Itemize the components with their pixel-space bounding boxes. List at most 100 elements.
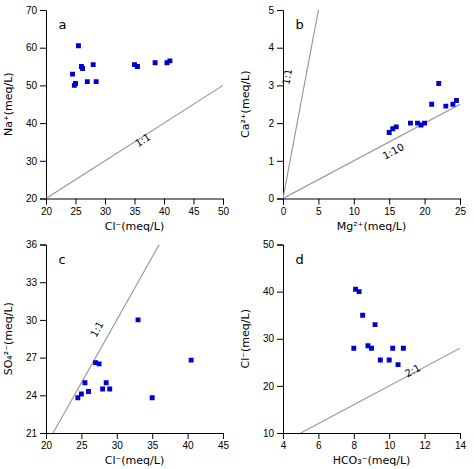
tick: 14 [455, 433, 467, 451]
tick: 15 [384, 199, 396, 217]
point [82, 380, 87, 385]
tick-mark [354, 433, 355, 439]
point [150, 395, 155, 400]
point [85, 79, 90, 84]
tick: 4 [281, 433, 287, 451]
tick-mark [460, 199, 461, 205]
x-axis: 0510152025 [281, 199, 467, 217]
point [100, 387, 105, 392]
tick-mark [277, 123, 283, 124]
tick-mark [277, 48, 283, 49]
tick: 20 [41, 199, 53, 217]
tick: 60 [26, 42, 46, 53]
x-axis-title: Cl⁻(meq/L) [105, 454, 164, 467]
tick-label: 10 [384, 440, 396, 451]
tick-label: 60 [26, 42, 38, 53]
tick-mark [277, 386, 283, 387]
tick-label: 70 [26, 5, 38, 16]
tick-mark [40, 245, 46, 246]
tick-label: 24 [26, 390, 38, 401]
point [387, 358, 392, 363]
tick-mark [425, 433, 426, 439]
axis-line [47, 434, 224, 440]
point [408, 121, 413, 126]
panel: 202530354045212427303336Cl⁻(meq/L)SO₄²⁻(… [2, 239, 229, 467]
tick-label: 35 [147, 440, 159, 451]
tick-label: 15 [384, 206, 396, 217]
tick-mark [318, 199, 319, 205]
point [369, 346, 374, 351]
tick-label: 1 [268, 156, 274, 167]
tick-mark [40, 10, 46, 11]
tick: 40 [183, 433, 195, 451]
tick-mark [354, 199, 355, 205]
x-axis-title: Cl⁻(meq/L) [105, 220, 164, 233]
tick-mark [188, 433, 189, 439]
tick: 10 [384, 433, 396, 451]
tick: 36 [26, 239, 46, 250]
tick: 20 [263, 381, 283, 392]
reference-line [53, 245, 159, 434]
tick: 33 [26, 277, 46, 288]
tick-label: 25 [455, 206, 467, 217]
tick: 5 [316, 199, 322, 217]
tick-label: 30 [26, 315, 38, 326]
point [394, 124, 399, 129]
tick-label: 0 [281, 206, 287, 217]
tick-label: 3 [268, 80, 274, 91]
point [70, 72, 75, 77]
panel: 0510152025012345Mg²⁺(meq/L)Ca²⁺(meq/L)1:… [239, 5, 466, 233]
point [79, 392, 84, 397]
tick-label: 6 [316, 440, 322, 451]
point [76, 43, 81, 48]
reference-line [46, 85, 223, 198]
panel: 4681012141020304050HCO₃⁻(meq/L)Cl⁻(meq/L… [239, 239, 466, 467]
tick: 30 [112, 433, 124, 451]
tick: 40 [26, 118, 46, 129]
y-axis-title: Ca²⁺(meq/L) [239, 70, 252, 138]
point [396, 362, 401, 367]
panel: 20253035404550203040506070Cl⁻(meq/L)Na⁺(… [2, 5, 229, 233]
tick-label: 25 [76, 440, 88, 451]
tick: 4 [268, 42, 283, 53]
tick: 25 [455, 199, 467, 217]
tick: 27 [26, 352, 46, 363]
tick-mark [40, 161, 46, 162]
tick-label: 30 [263, 333, 275, 344]
tick-label: 8 [352, 440, 358, 451]
point [136, 317, 141, 322]
tick: 10 [263, 428, 283, 439]
tick-label: 40 [263, 286, 275, 297]
tick-mark [223, 433, 224, 439]
tick: 30 [26, 315, 46, 326]
tick-label: 10 [349, 206, 361, 217]
tick-mark [164, 199, 165, 205]
tick-mark [389, 433, 390, 439]
tick: 1 [268, 156, 283, 167]
tick-label: 40 [159, 206, 171, 217]
axis-line [277, 11, 284, 200]
tick: 45 [188, 199, 200, 217]
tick-label: 4 [268, 42, 274, 53]
y-axis-title: SO₄²⁻(meq/L) [2, 302, 15, 375]
tick-mark [40, 282, 46, 283]
y-axis: 1020304050 [263, 239, 284, 439]
plot-area [46, 43, 223, 198]
tick-label: 40 [26, 118, 38, 129]
point [91, 62, 96, 67]
tick-label: 45 [188, 206, 200, 217]
tick-mark [40, 395, 46, 396]
tick-mark [40, 199, 46, 200]
panel-label: c [58, 252, 65, 267]
tick-mark [460, 433, 461, 439]
tick: 40 [263, 286, 283, 297]
tick-mark [277, 10, 283, 11]
x-axis-title: HCO₃⁻(meq/L) [333, 454, 411, 467]
tick-mark [76, 199, 77, 205]
tick-label: 4 [281, 440, 287, 451]
point [401, 346, 406, 351]
plot-area [283, 10, 460, 199]
tick-label: 35 [129, 206, 141, 217]
reference-line [301, 348, 460, 433]
axis-line [47, 199, 224, 205]
